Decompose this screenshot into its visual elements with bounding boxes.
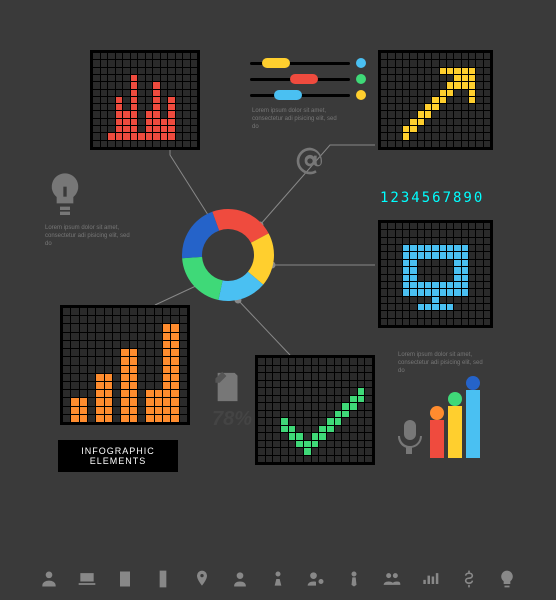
at-icon [294, 145, 326, 177]
pixel-panel-botmid [255, 355, 375, 465]
pixel-panel-botleft [60, 305, 190, 425]
mini-bar-tip [466, 376, 480, 390]
slider-knob[interactable] [290, 74, 318, 84]
lorem-3: Lorem ipsum dolor sit amet, consectetur … [398, 352, 488, 375]
person-icon [39, 568, 59, 590]
donut-slice [182, 212, 219, 258]
pixel-panel-topright [378, 50, 493, 150]
phone-icon [153, 568, 173, 590]
mini-bar [466, 390, 480, 458]
laptop-icon [77, 568, 97, 590]
dollar-icon [459, 568, 479, 590]
document-icon [212, 370, 246, 404]
woman-icon [268, 568, 288, 590]
slider-knob[interactable] [262, 58, 290, 68]
mini-bar-tip [448, 392, 462, 406]
slider-button[interactable] [356, 90, 366, 100]
icon-row [0, 568, 556, 590]
tie-icon [344, 568, 364, 590]
lorem-1: Lorem ipsum dolor sit amet, consectetur … [45, 225, 135, 248]
pixel-panel-topleft [90, 50, 200, 150]
bulb-icon [497, 568, 517, 590]
pin-icon [192, 568, 212, 590]
title-badge: INFOGRAPHIC ELEMENTS [58, 440, 178, 472]
lightbulb-icon [45, 170, 85, 220]
group-icon [382, 568, 402, 590]
lorem-2: Lorem ipsum dolor sit amet, consectetur … [252, 108, 342, 131]
percent-value: 78% [212, 408, 252, 431]
mini-bar-tip [430, 406, 444, 420]
slider-knob[interactable] [274, 90, 302, 100]
mini-bar [430, 420, 444, 458]
tablet-icon [115, 568, 135, 590]
usermoney-icon [306, 568, 326, 590]
mini-bar [448, 406, 462, 458]
user-icon [230, 568, 250, 590]
donut-slice [182, 257, 222, 300]
slider-button[interactable] [356, 74, 366, 84]
pixel-panel-midright [378, 220, 493, 328]
mic-icon [398, 420, 422, 456]
digital-readout: 1234567890 [380, 190, 484, 206]
donut-slice [212, 209, 268, 243]
slider-button[interactable] [356, 58, 366, 68]
title-text: INFOGRAPHIC ELEMENTS [81, 446, 155, 466]
bars-icon [420, 568, 440, 590]
